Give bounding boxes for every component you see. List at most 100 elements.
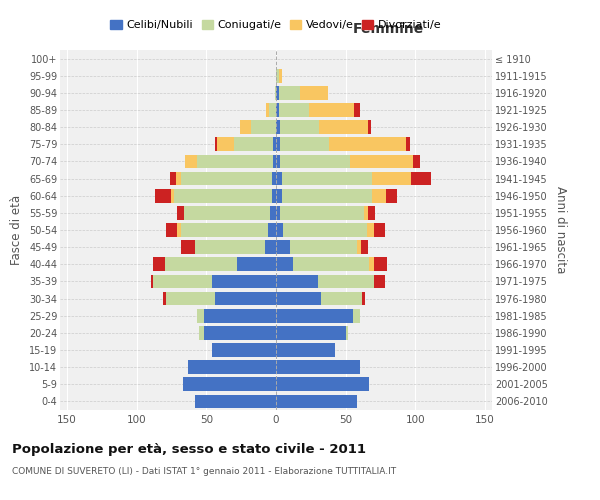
Bar <box>215 292 276 306</box>
Bar <box>276 172 281 185</box>
Bar <box>276 258 293 271</box>
Y-axis label: Anni di nascita: Anni di nascita <box>554 186 567 274</box>
Bar <box>283 223 367 237</box>
Bar <box>280 206 364 220</box>
Bar <box>372 189 386 202</box>
Bar <box>279 103 310 117</box>
Bar <box>372 172 411 185</box>
Bar <box>279 86 299 100</box>
Bar <box>234 138 273 151</box>
Bar <box>357 240 361 254</box>
Bar <box>273 154 276 168</box>
Bar <box>279 69 281 82</box>
Bar <box>164 258 237 271</box>
Bar <box>276 343 335 357</box>
Text: Femmine: Femmine <box>353 22 424 36</box>
Y-axis label: Fasce di età: Fasce di età <box>10 195 23 265</box>
Bar <box>217 138 234 151</box>
Bar <box>276 378 370 391</box>
Text: COMUNE DI SUVERETO (LI) - Dati ISTAT 1° gennaio 2011 - Elaborazione TUTTITALIA.I: COMUNE DI SUVERETO (LI) - Dati ISTAT 1° … <box>12 468 396 476</box>
Bar <box>276 103 279 117</box>
Bar <box>212 343 276 357</box>
Bar <box>276 360 359 374</box>
Bar <box>329 138 406 151</box>
Bar <box>276 292 320 306</box>
Bar <box>170 172 176 185</box>
Bar <box>276 154 280 168</box>
Bar <box>240 120 251 134</box>
Bar <box>374 223 385 237</box>
Bar <box>185 154 197 168</box>
Bar <box>275 86 276 100</box>
Bar <box>215 138 217 151</box>
Bar <box>374 258 388 271</box>
Bar <box>273 138 276 151</box>
Bar <box>271 206 276 220</box>
Bar <box>281 172 372 185</box>
Bar <box>386 189 397 202</box>
Bar <box>195 394 276 408</box>
Bar <box>276 274 318 288</box>
Bar <box>280 154 350 168</box>
Bar <box>177 206 184 220</box>
Bar <box>176 172 181 185</box>
Bar <box>268 223 276 237</box>
Bar <box>163 292 166 306</box>
Bar <box>251 120 276 134</box>
Bar <box>320 292 362 306</box>
Bar <box>155 189 172 202</box>
Bar <box>411 172 431 185</box>
Bar <box>276 223 283 237</box>
Bar <box>203 309 276 322</box>
Legend: Celibi/Nubili, Coniugati/e, Vedovi/e, Divorziati/e: Celibi/Nubili, Coniugati/e, Vedovi/e, Di… <box>106 16 446 35</box>
Bar <box>197 154 273 168</box>
Bar <box>319 120 368 134</box>
Bar <box>374 274 385 288</box>
Bar <box>272 189 276 202</box>
Bar <box>265 240 276 254</box>
Bar <box>166 292 215 306</box>
Bar <box>276 326 346 340</box>
Bar <box>310 103 354 117</box>
Bar <box>188 360 276 374</box>
Bar <box>272 172 276 185</box>
Bar <box>299 86 328 100</box>
Bar <box>276 86 279 100</box>
Bar <box>290 240 357 254</box>
Bar <box>181 172 272 185</box>
Bar <box>195 240 265 254</box>
Bar <box>181 223 268 237</box>
Bar <box>350 154 413 168</box>
Bar <box>368 206 375 220</box>
Bar <box>276 189 281 202</box>
Bar <box>346 326 349 340</box>
Bar <box>276 240 290 254</box>
Bar <box>280 120 319 134</box>
Bar <box>181 240 195 254</box>
Bar <box>276 120 280 134</box>
Bar <box>406 138 410 151</box>
Bar <box>182 378 276 391</box>
Bar <box>237 258 276 271</box>
Bar <box>172 189 174 202</box>
Bar <box>362 292 365 306</box>
Bar <box>151 274 154 288</box>
Bar <box>364 206 368 220</box>
Bar <box>177 223 181 237</box>
Bar <box>154 274 212 288</box>
Bar <box>266 103 269 117</box>
Bar <box>353 309 359 322</box>
Bar <box>276 138 280 151</box>
Bar <box>184 206 271 220</box>
Bar <box>174 189 272 202</box>
Bar <box>154 258 164 271</box>
Bar <box>203 326 276 340</box>
Bar <box>276 206 280 220</box>
Bar <box>361 240 368 254</box>
Bar <box>276 309 353 322</box>
Bar <box>197 309 203 322</box>
Bar <box>281 189 372 202</box>
Bar <box>276 394 357 408</box>
Bar <box>370 258 374 271</box>
Bar <box>269 103 276 117</box>
